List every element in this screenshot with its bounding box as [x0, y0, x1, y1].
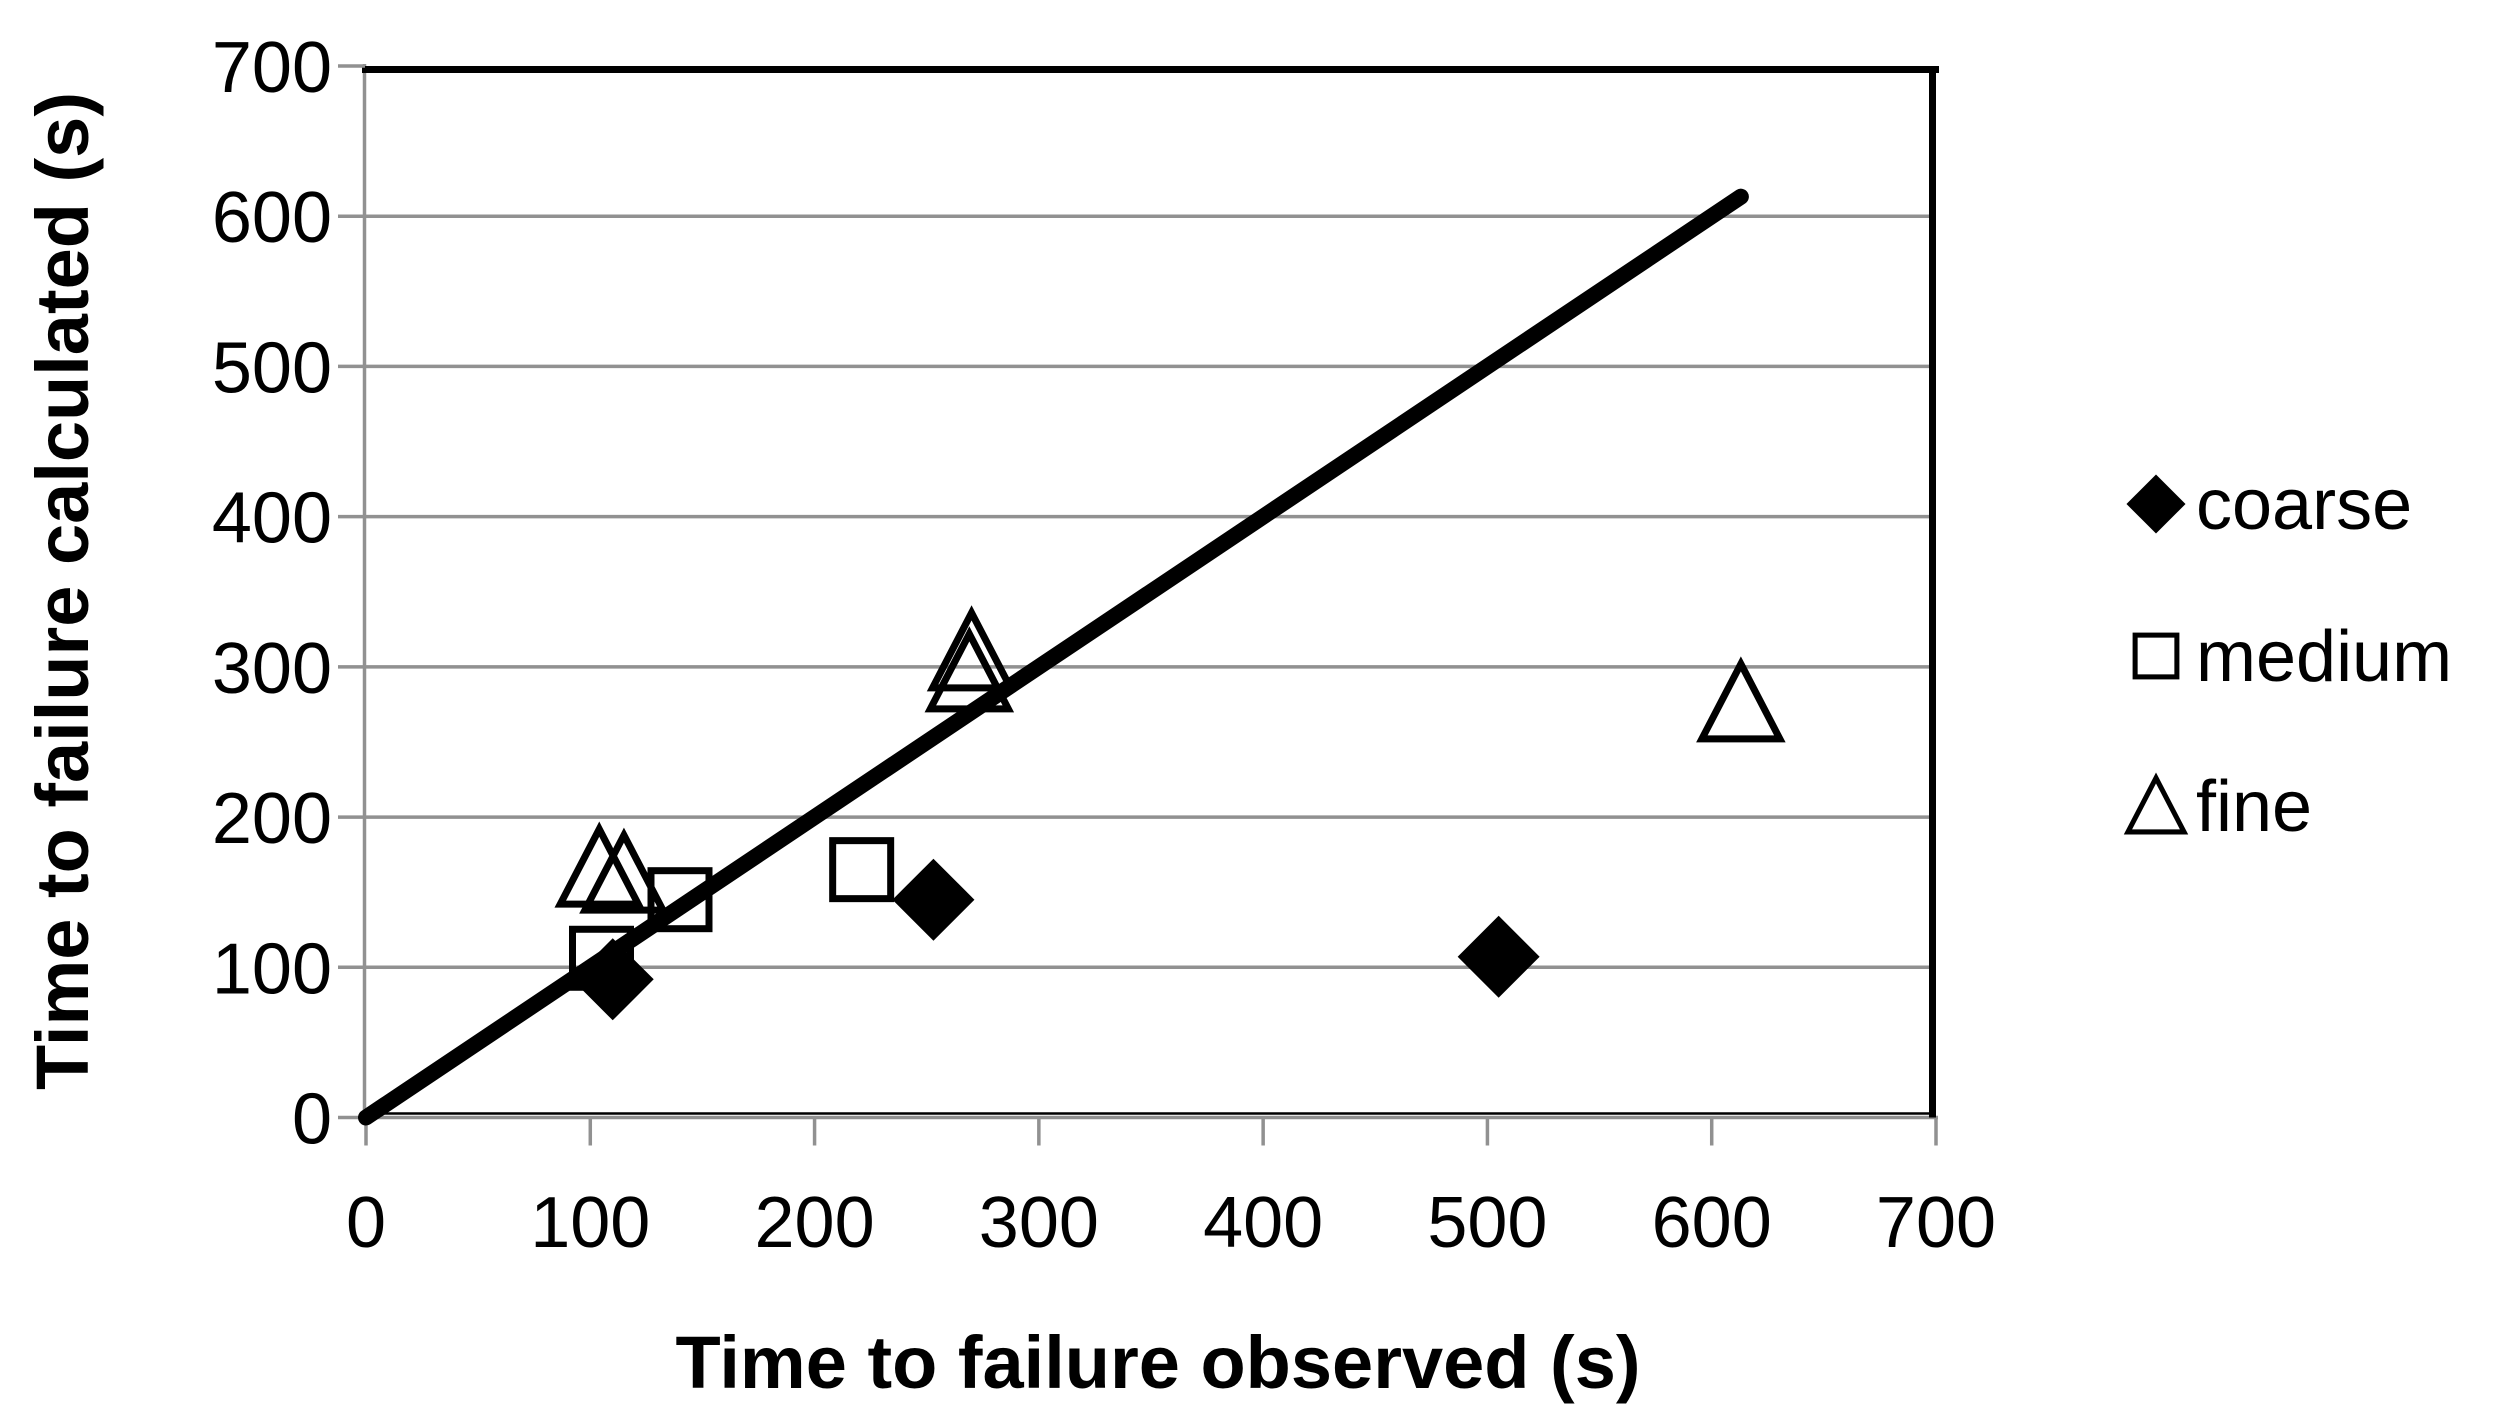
legend-item-fine: fine [2123, 767, 2312, 847]
x-tick-label: 0 [346, 1183, 386, 1263]
axes [362, 64, 1939, 1120]
fine-data-point [926, 605, 1017, 692]
x-tick-label: 400 [1203, 1183, 1323, 1263]
y-tick-label: 300 [212, 629, 332, 709]
data-point-markers [554, 605, 1786, 1021]
legend-label: coarse [2196, 465, 2412, 545]
y-axis-title: Time to failure calculated (s) [21, 92, 104, 1090]
x-tick-label: 100 [530, 1183, 650, 1263]
y-tick-label: 500 [212, 328, 332, 408]
legend-item-coarse: coarse [2126, 465, 2412, 545]
medium-data-point [829, 837, 895, 903]
fine-data-point [554, 821, 645, 908]
y-tick-label: 100 [212, 929, 332, 1009]
y-tick-label: 400 [212, 479, 332, 559]
coarse-data-point [571, 938, 654, 1021]
y-tick-label: 600 [212, 178, 332, 258]
x-tick-label: 600 [1652, 1183, 1772, 1263]
x-tick-label: 700 [1876, 1183, 1996, 1263]
y-tick-label: 700 [212, 28, 332, 108]
coarse-data-point [1457, 915, 1540, 998]
fine-data-point [1696, 656, 1786, 743]
x-axis-title: Time to failure observed (s) [676, 1321, 1641, 1404]
chart-legend: coarse medium fine [2123, 465, 2452, 847]
axis-tick-labels: 0 100 200 300 400 500 600 700 0 100 200 300 400 500 60… [212, 28, 1996, 1263]
gridlines [366, 214, 1936, 970]
fine-legend-marker-icon [2123, 772, 2189, 835]
y-tick-label: 200 [212, 779, 332, 859]
coarse-legend-marker-icon [2126, 474, 2186, 534]
x-tick-label: 300 [979, 1183, 1099, 1263]
medium-data-point [569, 925, 634, 991]
medium-legend-marker-icon [2132, 632, 2180, 680]
fine-data-point [579, 827, 669, 914]
legend-item-medium: medium [2132, 617, 2452, 697]
legend-label: medium [2196, 617, 2452, 697]
coarse-data-point [892, 858, 975, 941]
legend-label: fine [2196, 767, 2312, 847]
x-tick-label: 500 [1427, 1183, 1547, 1263]
y-tick-label: 0 [292, 1080, 332, 1160]
fine-data-point [924, 626, 1015, 713]
medium-data-point [647, 867, 713, 933]
x-tick-label: 200 [755, 1183, 875, 1263]
